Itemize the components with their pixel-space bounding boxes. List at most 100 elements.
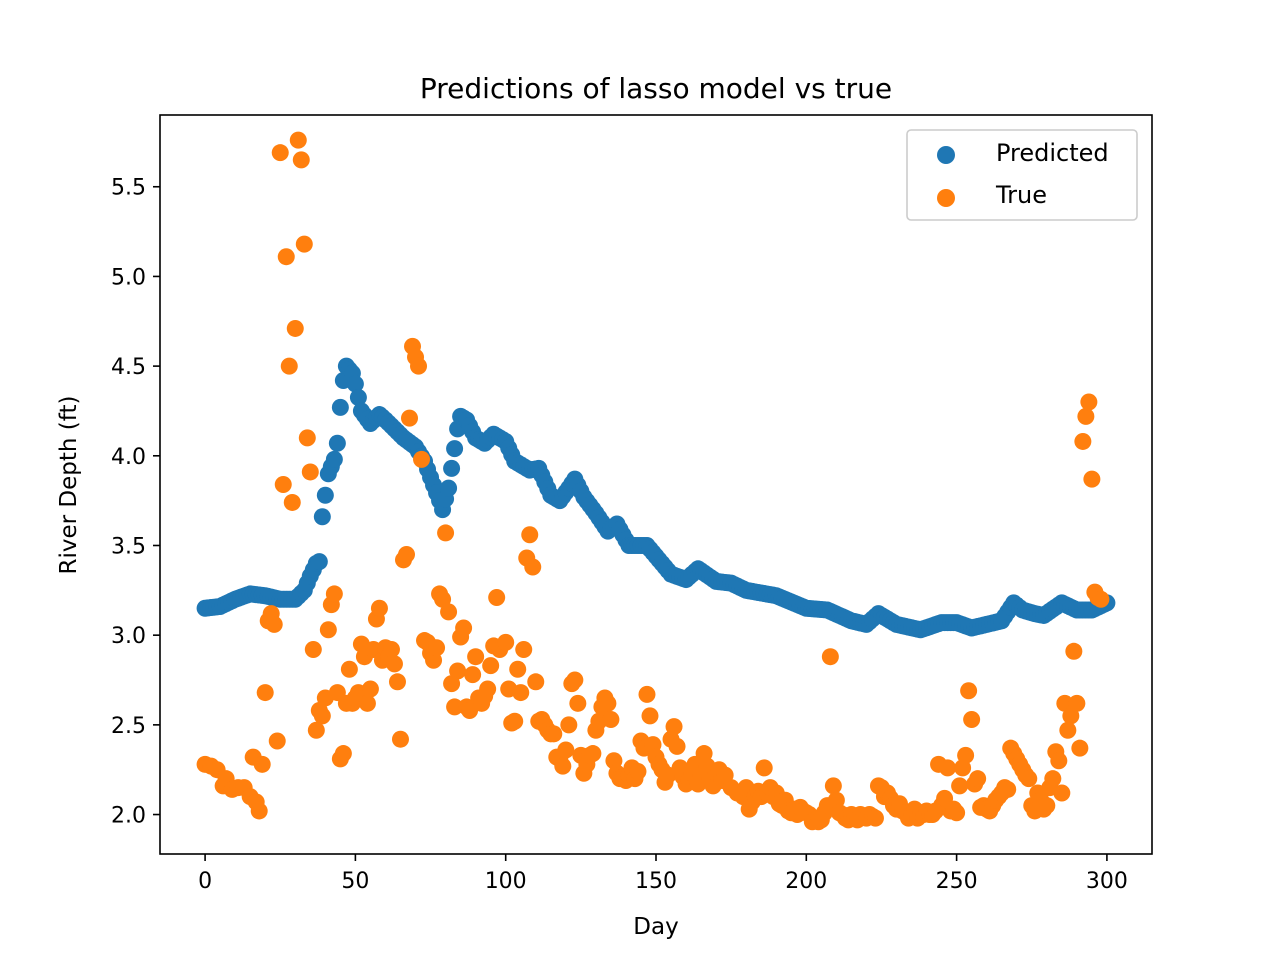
point-true [256,684,274,702]
y-tick-label: 5.5 [111,176,146,201]
x-tick-label: 50 [341,869,369,894]
point-true [638,685,656,703]
y-tick-label: 4.0 [111,445,146,470]
point-true [1050,752,1068,770]
legend: Predicted True [906,129,1138,221]
point-true [467,648,485,666]
point-true [301,463,319,481]
legend-label-predicted: Predicted [996,139,1109,167]
point-true [449,662,467,680]
point-true [250,802,268,820]
point-predicted [346,375,364,393]
point-true [268,732,286,750]
point-true [554,757,572,775]
point-true [479,680,497,698]
point-true [755,759,773,777]
point-true [569,694,587,712]
point-true [641,707,659,725]
point-true [821,648,839,666]
point-true [521,526,539,544]
point-predicted [443,459,461,477]
point-true [1077,407,1095,425]
point-true [292,151,310,169]
y-tick-label: 4.5 [111,355,146,380]
point-true [391,730,409,748]
point-true [289,131,307,149]
y-tick-label: 5.0 [111,265,146,290]
y-tick-label: 2.0 [111,804,146,829]
point-true [584,745,602,763]
x-tick-label: 300 [1086,869,1128,894]
point-true [464,666,482,684]
point-true [283,493,301,511]
point-predicted [446,440,464,458]
point-true [1080,393,1098,411]
point-true [440,603,458,621]
point-true [512,684,530,702]
point-true [668,737,686,755]
x-tick-label: 100 [485,869,527,894]
point-true [340,660,358,678]
point-true [370,599,388,617]
x-tick-label: 150 [635,869,677,894]
point-true [271,144,289,162]
point-true [999,780,1017,798]
point-true [401,409,418,427]
point-true [307,721,325,739]
y-tick-label: 3.5 [111,534,146,559]
point-true [969,770,987,788]
point-true [388,673,406,691]
point-true [488,589,506,606]
point-true [319,621,337,639]
point-predicted [349,389,367,407]
point-true [1074,432,1092,450]
legend-marker-predicted [937,146,955,164]
point-true [1059,721,1077,739]
point-true [358,694,376,712]
series-true [196,131,1110,831]
point-true [482,657,500,675]
point-true [274,476,292,493]
x-tick-label: 200 [785,869,827,894]
point-true [428,639,446,657]
point-predicted [310,553,328,571]
point-true [866,809,884,827]
y-tick-label: 2.5 [111,714,146,739]
point-true [1068,694,1086,712]
point-true [1053,784,1071,802]
x-axis-label: Day [633,914,678,940]
point-true [455,619,473,637]
point-true [382,641,400,659]
point-true [1044,770,1062,788]
point-true [1083,470,1101,488]
series-predicted [196,357,1116,639]
point-true [960,682,978,700]
point-true [545,725,563,743]
point-true [957,746,975,764]
point-true [506,712,524,730]
point-true [509,660,527,678]
point-predicted [313,508,331,526]
point-true [939,759,957,777]
point-predicted [440,479,458,497]
point-true [413,450,431,468]
point-true [602,710,620,728]
point-true [963,710,981,728]
point-true [446,698,464,716]
point-true [948,804,966,822]
point-predicted [328,434,346,452]
point-true [1038,797,1056,815]
point-true [304,641,322,659]
x-axis: 0 50 100 150 200 250 300 [198,854,1128,894]
point-true [951,777,969,795]
point-true [286,319,304,337]
point-true [629,762,647,780]
chart-title: Predictions of lasso model vs true [420,72,892,105]
y-tick-label: 3.0 [111,624,146,649]
point-true [824,777,842,795]
point-true [527,673,545,691]
point-true [325,585,343,603]
point-true [497,633,515,651]
point-true [437,524,455,542]
point-true [313,707,331,725]
